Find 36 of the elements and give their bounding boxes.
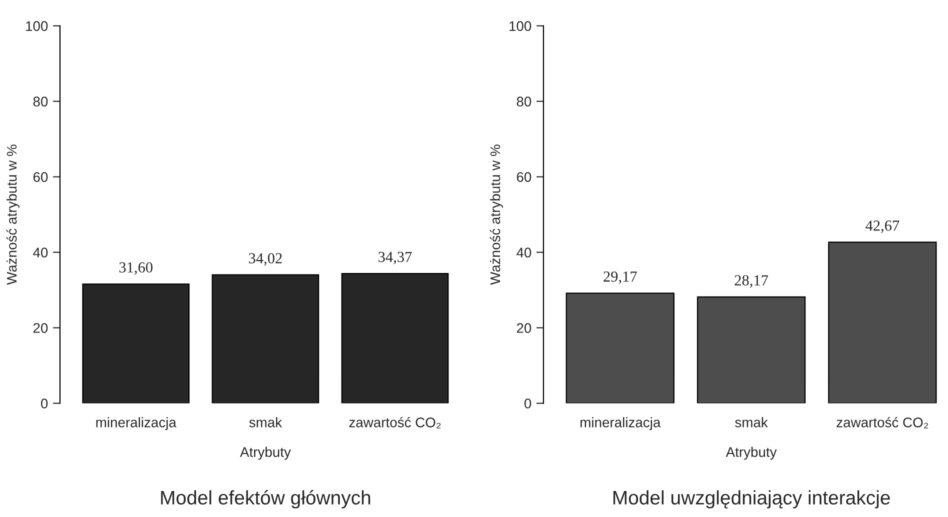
bar <box>341 272 449 404</box>
bar <box>828 242 937 404</box>
y-tick-label: 100 <box>510 21 532 32</box>
x-axis-title: Atrybuty <box>726 446 777 460</box>
y-tick-label: 100 <box>26 21 48 32</box>
y-tick-label: 60 <box>516 172 532 182</box>
data-label: 34,02 <box>248 253 282 266</box>
y-tick-label: 60 <box>33 172 48 182</box>
y-axis-title: Ważność atrybutu w % <box>6 144 20 285</box>
data-label: 42,67 <box>866 220 900 233</box>
bar <box>82 283 190 404</box>
data-label: 28,17 <box>734 275 768 288</box>
bar <box>566 292 674 404</box>
y-tick-label: 80 <box>33 96 48 106</box>
y-axis-title: Ważność atrybutu w % <box>490 144 503 285</box>
y-tick-label: 0 <box>41 398 48 408</box>
y-tick-label: 40 <box>516 248 532 258</box>
x-tick-label: zawartość CO₂ <box>836 416 928 428</box>
x-tick-label: zawartość CO₂ <box>349 416 441 428</box>
y-tick-label: 40 <box>33 248 48 258</box>
text: Model uwzględniający interakcje <box>613 490 890 508</box>
x-tick-label: smak <box>249 417 282 428</box>
y-tick-label: 20 <box>516 323 532 333</box>
bar <box>212 274 320 404</box>
text: Model efektów głównych <box>161 490 370 508</box>
data-label: 29,17 <box>604 271 637 284</box>
x-tick-label: mineralizacja <box>580 417 661 430</box>
x-axis-title: Atrybuty <box>240 446 291 460</box>
y-tick-label: 80 <box>516 96 532 106</box>
data-label: 34,37 <box>378 252 412 264</box>
data-label: 31,60 <box>119 262 152 275</box>
bar <box>696 296 806 404</box>
x-tick-label: mineralizacja <box>96 417 176 430</box>
y-tick-label: 20 <box>33 323 48 333</box>
y-tick-label: 0 <box>524 398 532 408</box>
x-tick-label: smak <box>735 417 768 428</box>
